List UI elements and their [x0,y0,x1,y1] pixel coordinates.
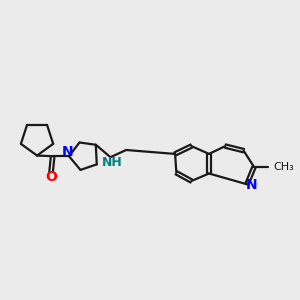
Text: O: O [45,170,57,184]
Text: CH₃: CH₃ [273,162,294,172]
Text: N: N [246,178,257,192]
Text: N: N [62,145,74,159]
Text: NH: NH [101,156,122,169]
